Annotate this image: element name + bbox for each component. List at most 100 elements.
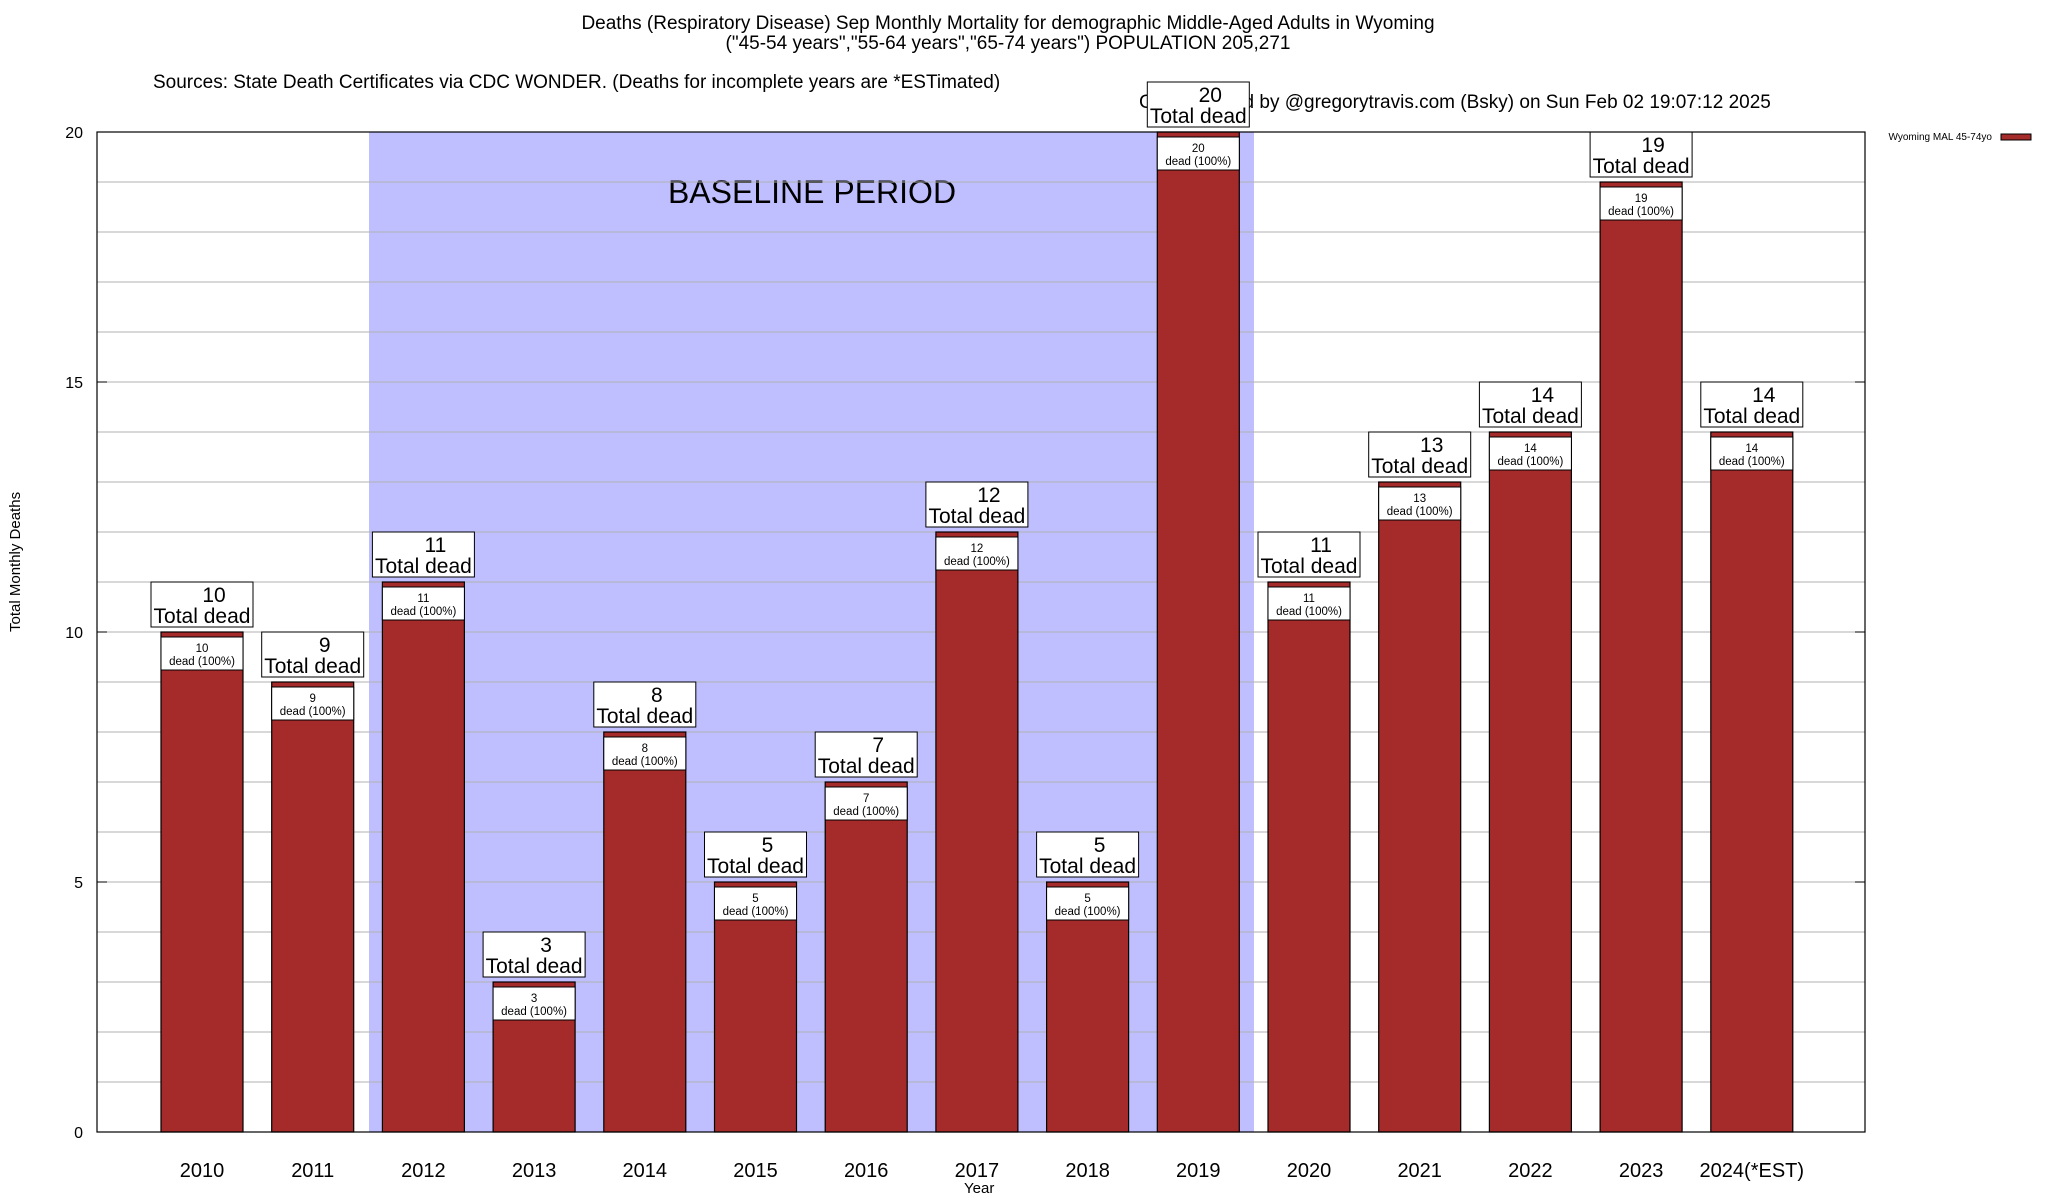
svg-text:5: 5 bbox=[1084, 893, 1090, 905]
svg-text:5: 5 bbox=[1094, 834, 1106, 857]
bar bbox=[1045, 881, 1130, 1133]
svg-text:dead (100%): dead (100%) bbox=[1055, 906, 1121, 918]
svg-text:Total dead: Total dead bbox=[375, 555, 472, 578]
svg-text:14: 14 bbox=[1752, 384, 1776, 407]
svg-text:Total dead: Total dead bbox=[928, 505, 1025, 528]
axes-layer: 2010 2011 2012 2013 2014 2015 2016 2017 2018 2019… bbox=[65, 125, 1866, 1182]
sources-note: Sources: State Death Certificates via CD… bbox=[153, 72, 1001, 93]
svg-text:7: 7 bbox=[872, 734, 884, 757]
x-tick-label: 2011 bbox=[291, 1160, 334, 1182]
chart-title-line-2: ("45-54 years","55-64 years","65-74 year… bbox=[725, 33, 1291, 54]
svg-text:13: 13 bbox=[1413, 493, 1426, 505]
svg-text:5: 5 bbox=[752, 893, 758, 905]
svg-text:Total dead: Total dead bbox=[818, 755, 915, 778]
bar bbox=[271, 681, 355, 1133]
svg-text:14: 14 bbox=[1524, 443, 1537, 455]
chart-title-line-3: Sources: State Death Certificates via CD… bbox=[0, 53, 2048, 113]
svg-text:Total dead: Total dead bbox=[486, 955, 583, 978]
svg-text:Total dead: Total dead bbox=[154, 605, 251, 628]
bar bbox=[935, 531, 1019, 1133]
x-tick-label: 2022 bbox=[1508, 1160, 1553, 1182]
svg-text:13: 13 bbox=[1420, 434, 1443, 457]
svg-text:Total dead: Total dead bbox=[596, 705, 693, 728]
svg-text:dead (100%): dead (100%) bbox=[390, 606, 456, 618]
svg-text:3: 3 bbox=[540, 934, 552, 957]
x-tick-label: 2010 bbox=[180, 1160, 225, 1182]
svg-text:dead (100%): dead (100%) bbox=[833, 806, 899, 818]
svg-text:10: 10 bbox=[202, 584, 225, 607]
svg-text:Total dead: Total dead bbox=[1482, 405, 1579, 428]
y-tick-label: 0 bbox=[74, 1125, 83, 1142]
x-tick-label: 2014 bbox=[623, 1160, 668, 1182]
svg-text:19: 19 bbox=[1641, 134, 1664, 157]
svg-text:14: 14 bbox=[1531, 384, 1555, 407]
legend-label: Wyoming MAL 45-74yo bbox=[1889, 132, 1993, 143]
bars-layer bbox=[160, 131, 1794, 1133]
svg-text:dead (100%): dead (100%) bbox=[1608, 206, 1674, 218]
credit-note: Chart created by @gregorytravis.com (Bsk… bbox=[1139, 92, 1771, 113]
svg-text:Total dead: Total dead bbox=[1261, 555, 1358, 578]
x-tick-label: 2024(*EST) bbox=[1700, 1160, 1805, 1182]
svg-text:20: 20 bbox=[1192, 143, 1205, 155]
svg-text:9: 9 bbox=[319, 634, 331, 657]
svg-text:8: 8 bbox=[642, 743, 648, 755]
bar bbox=[1599, 181, 1683, 1133]
x-tick-label: 2019 bbox=[1176, 1160, 1221, 1182]
bar bbox=[1267, 581, 1351, 1133]
y-tick-label: 10 bbox=[65, 625, 83, 642]
svg-text:9: 9 bbox=[309, 693, 315, 705]
svg-text:Total dead: Total dead bbox=[707, 855, 804, 878]
svg-text:5: 5 bbox=[762, 834, 774, 857]
svg-text:Total dead: Total dead bbox=[264, 655, 361, 678]
svg-text:3: 3 bbox=[531, 993, 537, 1005]
bar bbox=[1378, 481, 1462, 1133]
y-tick-label: 5 bbox=[74, 875, 83, 892]
x-tick-label: 2016 bbox=[844, 1160, 889, 1182]
y-axis-label: Total Monthly Deaths bbox=[7, 491, 24, 632]
svg-text:Total dead: Total dead bbox=[1371, 455, 1468, 478]
x-tick-label: 2023 bbox=[1619, 1160, 1664, 1182]
svg-text:11: 11 bbox=[424, 534, 446, 557]
svg-text:dead (100%): dead (100%) bbox=[1165, 156, 1231, 168]
svg-text:Total dead: Total dead bbox=[1593, 155, 1690, 178]
x-tick-label: 2015 bbox=[733, 1160, 778, 1182]
x-axis-label: Year bbox=[964, 1180, 995, 1197]
bar bbox=[824, 781, 908, 1133]
bar bbox=[1488, 431, 1573, 1133]
svg-text:10: 10 bbox=[196, 643, 209, 655]
svg-text:11: 11 bbox=[1303, 593, 1315, 605]
svg-text:dead (100%): dead (100%) bbox=[723, 906, 789, 918]
x-tick-label: 2012 bbox=[401, 1160, 446, 1182]
svg-text:Total dead: Total dead bbox=[1039, 855, 1136, 878]
svg-text:11: 11 bbox=[417, 593, 429, 605]
svg-text:12: 12 bbox=[977, 484, 1000, 507]
svg-text:dead (100%): dead (100%) bbox=[1276, 606, 1342, 618]
svg-text:dead (100%): dead (100%) bbox=[1387, 506, 1453, 518]
svg-text:19: 19 bbox=[1635, 193, 1648, 205]
svg-text:dead (100%): dead (100%) bbox=[1719, 456, 1785, 468]
x-tick-label: 2021 bbox=[1397, 1160, 1442, 1182]
